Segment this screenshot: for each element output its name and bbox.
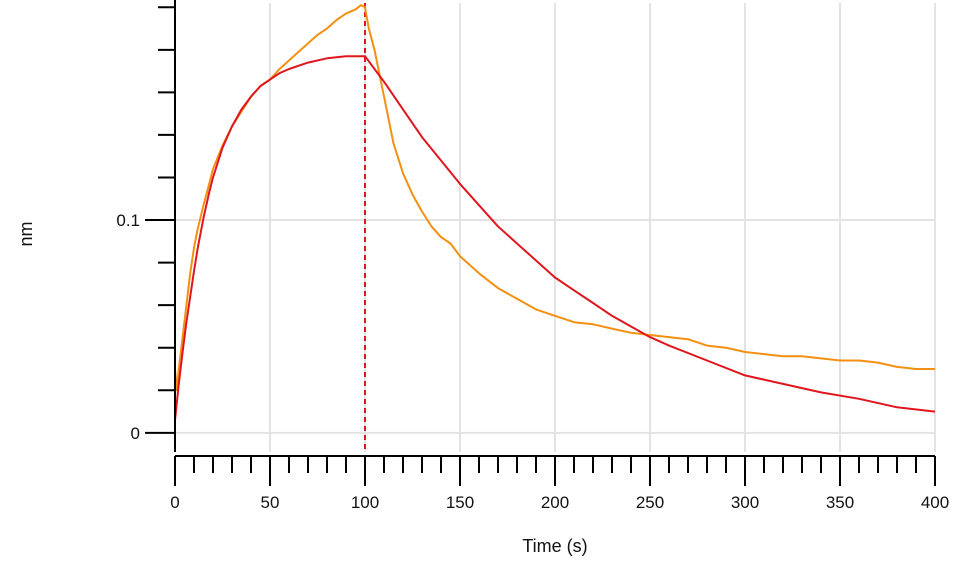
x-tick-label: 350	[826, 493, 854, 512]
x-tick-label: 250	[636, 493, 664, 512]
y-axis-title: nm	[16, 221, 36, 246]
x-tick-label: 200	[541, 493, 569, 512]
x-axis-title: Time (s)	[522, 536, 587, 556]
x-tick-label: 150	[446, 493, 474, 512]
x-axis: 0 50 100 150 200 250 300 350 400	[170, 455, 949, 512]
y-tick-label: 0	[131, 424, 140, 443]
x-tick-label: 400	[921, 493, 949, 512]
x-tick-label: 300	[731, 493, 759, 512]
measured-series-line	[174, 4, 935, 392]
x-tick-label: 50	[261, 493, 280, 512]
grid-lines	[175, 3, 936, 452]
y-axis: 00.1	[116, 0, 176, 452]
y-tick-label: 0.1	[116, 211, 140, 230]
x-tick-label: 100	[351, 493, 379, 512]
fit-series-line	[174, 55, 936, 421]
series-layer	[174, 4, 936, 421]
x-tick-label: 0	[170, 493, 179, 512]
